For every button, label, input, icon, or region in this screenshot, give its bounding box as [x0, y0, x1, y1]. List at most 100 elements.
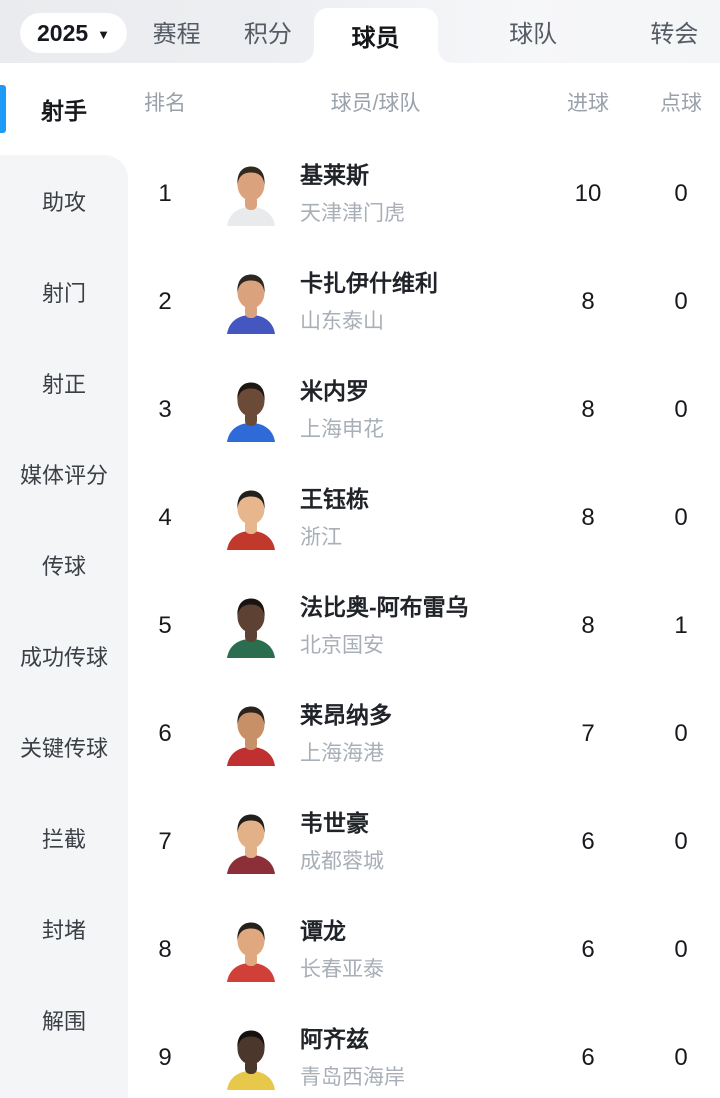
player-cell: 王钰栋 浙江 — [300, 486, 549, 550]
player-cell: 莱昂纳多 上海海港 — [300, 702, 549, 766]
tab-transfers[interactable]: 转会 — [650, 21, 699, 48]
content-panel: 排名 球员/球队 进球 点球 1 基莱斯 天津津门虎 10 0 2 — [128, 63, 720, 1098]
penalties-value: 0 — [674, 720, 688, 747]
rank-value: 7 — [158, 828, 172, 855]
topbar: 2025 ▼ 赛程 积分 球员 球队 转会 — [0, 0, 720, 63]
penalties-value: 1 — [674, 612, 688, 639]
tab-schedule[interactable]: 赛程 — [152, 21, 201, 48]
col-header-penalties: 点球 — [660, 91, 702, 115]
goals-value: 8 — [581, 504, 595, 531]
sidebar-item[interactable]: 媒体评分 — [19, 462, 108, 488]
goals-value: 10 — [574, 180, 602, 207]
avatar-cell — [202, 918, 300, 982]
table-row[interactable]: 7 韦世豪 成都蓉城 6 0 — [128, 788, 720, 896]
sidebar-item[interactable]: 射门 — [41, 280, 86, 306]
rank-value: 1 — [158, 180, 172, 207]
player-cell: 谭龙 长春亚泰 — [300, 918, 549, 982]
goals-value: 8 — [581, 396, 595, 423]
goals-value: 8 — [581, 288, 595, 315]
tab-players[interactable]: 球员 — [299, 8, 452, 63]
player-name: 莱昂纳多 — [300, 702, 392, 729]
avatar-cell — [202, 1026, 300, 1090]
avatar-cell — [202, 270, 300, 334]
player-team: 长春亚泰 — [300, 957, 384, 981]
avatar-cell — [202, 162, 300, 226]
rank-value: 8 — [158, 936, 172, 963]
table-row[interactable]: 3 米内罗 上海申花 8 0 — [128, 356, 720, 464]
col-header-goals: 进球 — [567, 91, 609, 115]
sidebar-item-scorers[interactable]: 射手 — [0, 63, 128, 155]
player-team: 上海海港 — [300, 741, 384, 765]
player-avatar-icon — [227, 598, 275, 658]
player-name: 卡扎伊什维利 — [300, 270, 438, 297]
tab-teams[interactable]: 球队 — [509, 21, 558, 48]
season-selector[interactable]: 2025 ▼ — [20, 13, 128, 53]
player-avatar-icon — [227, 382, 275, 442]
goals-value: 6 — [581, 936, 595, 963]
player-cell: 阿齐兹 青岛西海岸 — [300, 1026, 549, 1090]
rank-value: 6 — [158, 720, 172, 747]
player-avatar-icon — [227, 814, 275, 874]
player-name: 法比奥-阿布雷乌 — [300, 594, 469, 621]
player-name: 谭龙 — [300, 918, 346, 945]
player-avatar-icon — [227, 706, 275, 766]
penalties-value: 0 — [674, 936, 688, 963]
penalties-value: 0 — [674, 1044, 688, 1071]
table-header: 排名 球员/球队 进球 点球 — [128, 63, 720, 140]
sidebar-item[interactable]: 关键传球 — [19, 735, 108, 761]
player-name: 阿齐兹 — [300, 1026, 369, 1053]
table-row[interactable]: 1 基莱斯 天津津门虎 10 0 — [128, 140, 720, 248]
tab-standings[interactable]: 积分 — [243, 21, 292, 48]
player-cell: 卡扎伊什维利 山东泰山 — [300, 270, 549, 334]
table-row[interactable]: 6 莱昂纳多 上海海港 7 0 — [128, 680, 720, 788]
table-row[interactable]: 4 王钰栋 浙江 8 0 — [128, 464, 720, 572]
sidebar-group: 助攻射门射正媒体评分传球成功传球关键传球拦截封堵解围 — [0, 155, 128, 1098]
player-team: 成都蓉城 — [300, 849, 384, 873]
player-name: 基莱斯 — [300, 162, 369, 189]
player-cell: 韦世豪 成都蓉城 — [300, 810, 549, 874]
avatar-cell — [202, 594, 300, 658]
sidebar-item[interactable]: 解围 — [41, 1008, 86, 1034]
player-name: 米内罗 — [300, 378, 369, 405]
player-name: 韦世豪 — [300, 810, 369, 837]
season-label: 2025 — [37, 19, 89, 46]
player-avatar-icon — [227, 166, 275, 226]
player-cell: 米内罗 上海申花 — [300, 378, 549, 442]
table-row[interactable]: 8 谭龙 长春亚泰 6 0 — [128, 896, 720, 1004]
player-cell: 基莱斯 天津津门虎 — [300, 162, 549, 226]
player-avatar-icon — [227, 922, 275, 982]
penalties-value: 0 — [674, 828, 688, 855]
col-header-rank: 排名 — [144, 91, 186, 115]
rank-value: 9 — [158, 1044, 172, 1071]
sidebar: 射手 助攻射门射正媒体评分传球成功传球关键传球拦截封堵解围 — [0, 63, 128, 1098]
avatar-cell — [202, 486, 300, 550]
sidebar-item[interactable]: 射正 — [41, 371, 86, 397]
rank-value: 2 — [158, 288, 172, 315]
penalties-value: 0 — [674, 504, 688, 531]
chevron-down-icon: ▼ — [97, 27, 111, 42]
sidebar-item[interactable]: 传球 — [41, 553, 86, 579]
player-table: 1 基莱斯 天津津门虎 10 0 2 卡扎伊什维利 — [128, 140, 720, 1098]
table-row[interactable]: 5 法比奥-阿布雷乌 北京国安 8 1 — [128, 572, 720, 680]
player-avatar-icon — [227, 274, 275, 334]
goals-value: 7 — [581, 720, 595, 747]
table-row[interactable]: 9 阿齐兹 青岛西海岸 6 0 — [128, 1004, 720, 1098]
goals-value: 6 — [581, 828, 595, 855]
player-cell: 法比奥-阿布雷乌 北京国安 — [300, 594, 549, 658]
player-team: 天津津门虎 — [300, 201, 405, 225]
player-team: 北京国安 — [300, 633, 384, 657]
sidebar-item[interactable]: 拦截 — [41, 826, 86, 852]
rank-value: 4 — [158, 504, 172, 531]
sidebar-item[interactable]: 封堵 — [41, 917, 86, 943]
table-row[interactable]: 2 卡扎伊什维利 山东泰山 8 0 — [128, 248, 720, 356]
player-team: 上海申花 — [300, 417, 384, 441]
sidebar-item[interactable]: 助攻 — [41, 189, 86, 215]
penalties-value: 0 — [674, 396, 688, 423]
penalties-value: 0 — [674, 288, 688, 315]
rank-value: 5 — [158, 612, 172, 639]
goals-value: 6 — [581, 1044, 595, 1071]
sidebar-item-label: 射手 — [41, 98, 87, 124]
sidebar-item[interactable]: 成功传球 — [19, 644, 108, 670]
penalties-value: 0 — [674, 180, 688, 207]
avatar-cell — [202, 702, 300, 766]
